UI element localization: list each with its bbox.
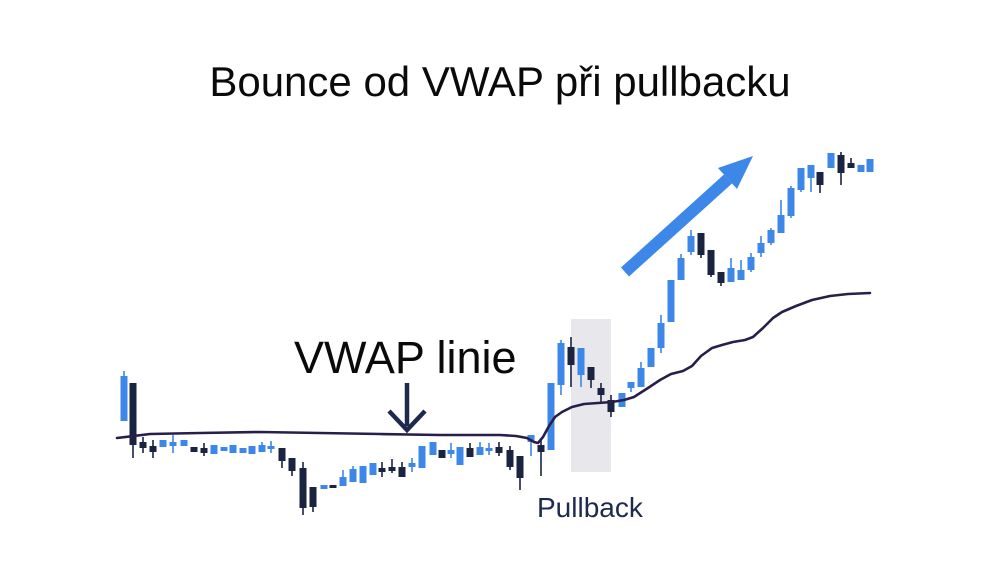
vwap-pointer-arrow-head-icon: [387, 409, 427, 434]
candle-body-down: [309, 487, 317, 507]
candle-body-up: [248, 446, 256, 454]
candle-body-down: [597, 388, 605, 395]
candle-body-up: [857, 165, 865, 172]
candle-body-up: [456, 447, 464, 465]
candle-body-down: [329, 485, 337, 488]
uptrend-arrow-head-icon: [718, 156, 753, 189]
candle-body-up: [210, 445, 218, 454]
candle-body-up: [527, 435, 535, 442]
vwap-line: [115, 291, 872, 445]
candle-body-up: [687, 236, 695, 252]
candle-body-up: [807, 165, 815, 178]
candle-body-up: [777, 215, 785, 233]
candle-body-down: [200, 448, 208, 453]
candle-body-up: [320, 485, 328, 489]
candle-body-up: [797, 168, 805, 190]
candle-body-down: [190, 447, 198, 452]
candle-body-up: [180, 440, 188, 446]
candle-body-up: [229, 445, 237, 453]
candle-body-down: [717, 272, 725, 283]
candle-body-up: [677, 258, 685, 280]
candle-body-up: [447, 450, 455, 454]
vwap-line-label: VWAP linie: [294, 332, 517, 383]
candle-body-down: [506, 450, 514, 467]
candle-body-down: [837, 155, 845, 173]
candle-body-up: [767, 230, 775, 243]
candle-body-up: [547, 383, 555, 450]
candle-body-up: [627, 382, 635, 388]
candle-body-up: [267, 446, 275, 449]
candle-body-up: [577, 348, 585, 375]
candle-body-up: [369, 463, 377, 475]
candle-body-down: [607, 400, 615, 412]
candle-body-down: [516, 456, 524, 478]
candle-body-up: [120, 376, 128, 421]
candle-body-up: [637, 368, 645, 387]
candle-body-up: [747, 257, 755, 270]
candle-body-down: [149, 446, 157, 452]
candle-body-up: [258, 445, 266, 452]
candle-body-up: [657, 323, 665, 348]
candle-body-up: [647, 348, 655, 367]
candle-body-down: [816, 172, 824, 185]
chart-title: Bounce od VWAP při pullbacku: [209, 58, 791, 105]
candle-body-up: [727, 268, 735, 282]
pullback-highlight-zone: [571, 319, 611, 472]
candle-body-up: [787, 188, 795, 216]
candle-body-up: [359, 466, 367, 483]
candle-body-up: [476, 447, 484, 455]
candle-body-up: [159, 440, 167, 447]
candle-body-up: [418, 446, 426, 468]
candle-body-down: [438, 450, 446, 458]
candle-body-down: [495, 447, 503, 453]
candle-body-down: [707, 250, 715, 275]
candle-body-up: [866, 159, 874, 172]
candle-body-down: [567, 347, 575, 365]
candle-body-up: [169, 442, 177, 446]
candle-body-down: [847, 163, 855, 168]
candle-body-up: [827, 153, 835, 168]
candle-body-up: [667, 280, 675, 322]
candle-body-down: [537, 445, 545, 452]
candle-body-down: [378, 468, 386, 472]
candle-body-up: [239, 448, 247, 453]
candle-body-up: [737, 270, 745, 280]
candle-body-up: [757, 243, 765, 253]
pullback-label: Pullback: [537, 492, 643, 523]
candle-body-down: [466, 448, 474, 457]
uptrend-arrow-shaft: [620, 174, 733, 277]
candle-body-down: [139, 442, 147, 448]
candle-body-down: [278, 448, 286, 461]
candle-body-up: [220, 447, 228, 451]
candle-body-down: [587, 367, 595, 380]
candle-body-down: [129, 383, 137, 445]
candle-body-down: [697, 233, 705, 255]
candle-body-up: [557, 343, 565, 385]
candle-body-down: [398, 467, 406, 477]
candle-body-up: [485, 448, 493, 451]
candle-body-up: [349, 469, 357, 482]
candle-body-up: [408, 463, 416, 467]
candle-body-up: [339, 477, 347, 486]
candle-body-down: [299, 468, 307, 508]
candle-body-down: [388, 467, 396, 471]
candle-body-down: [288, 458, 296, 471]
candle-body-up: [429, 442, 437, 455]
